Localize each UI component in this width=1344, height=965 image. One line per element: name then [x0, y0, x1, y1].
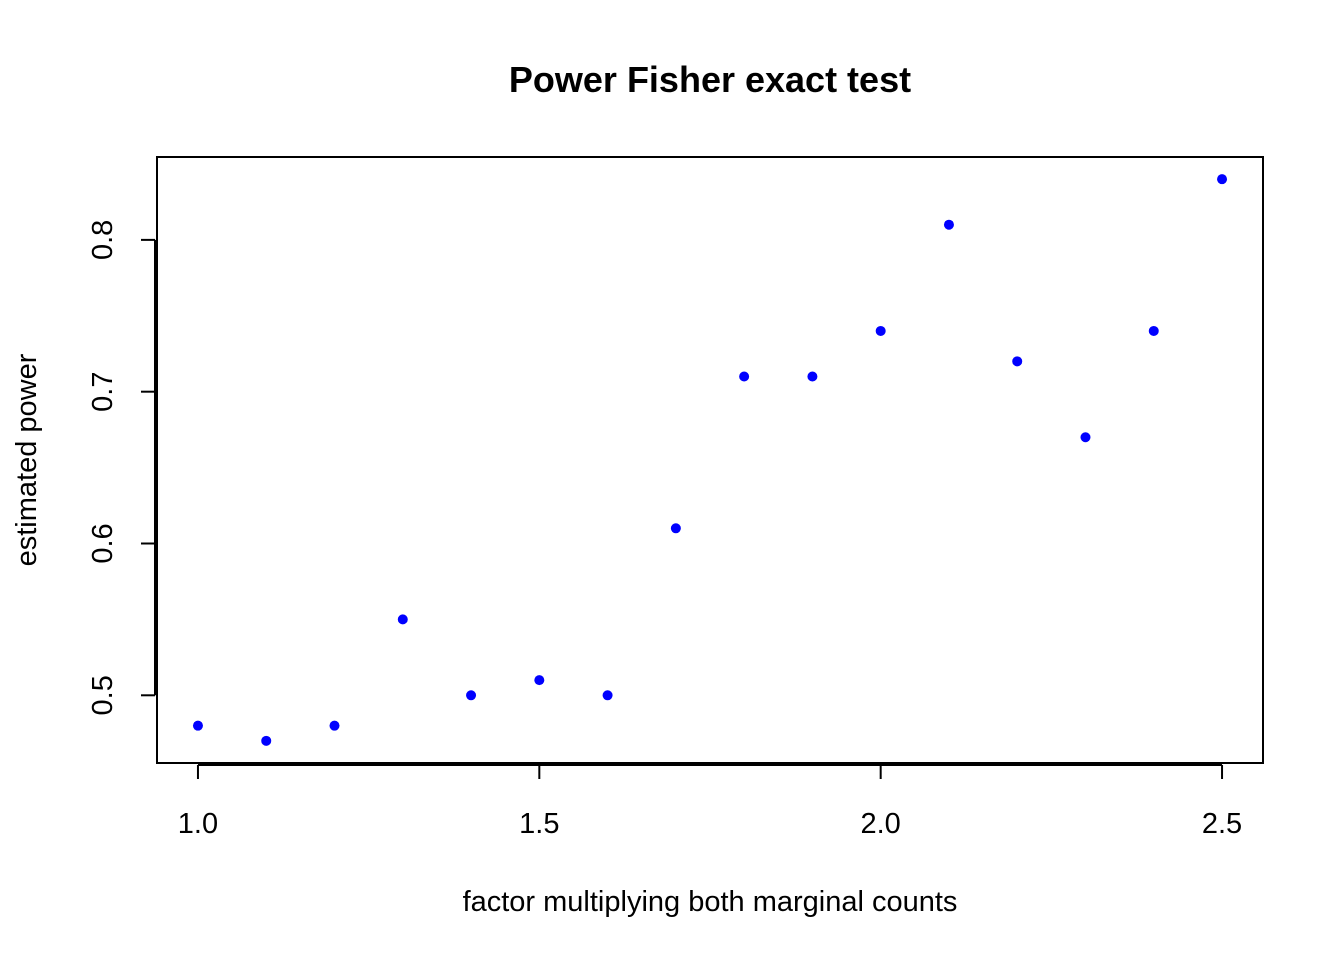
data-point — [1080, 432, 1091, 443]
data-point — [807, 371, 818, 382]
x-axis: 1.0 1.5 2.0 2.5 — [178, 764, 1242, 840]
y-axis-label: estimated power — [11, 353, 43, 566]
y-tick-label: 0.7 — [87, 372, 119, 412]
data-point — [670, 523, 681, 534]
data-point — [1012, 356, 1023, 367]
x-tick-label: 2.0 — [861, 808, 901, 840]
y-tick-label: 0.8 — [87, 220, 119, 260]
x-tick-label: 2.5 — [1202, 808, 1242, 840]
data-point — [1217, 174, 1228, 185]
data-point — [329, 720, 340, 731]
data-point — [397, 614, 408, 625]
data-point — [534, 675, 545, 686]
y-axis: 0.5 0.6 0.7 0.8 — [87, 220, 156, 715]
plot-frame — [156, 156, 1264, 764]
y-tick-label: 0.6 — [87, 523, 119, 563]
data-point — [875, 325, 886, 336]
data-point — [602, 690, 613, 701]
data-point — [466, 690, 477, 701]
data-point — [192, 720, 203, 731]
data-point — [739, 371, 750, 382]
data-point — [261, 735, 272, 746]
y-tick-label: 0.5 — [87, 675, 119, 715]
data-points — [192, 174, 1228, 746]
data-point — [1148, 325, 1159, 336]
x-tick-label: 1.0 — [178, 808, 218, 840]
data-point — [943, 219, 954, 230]
x-axis-label: factor multiplying both marginal counts — [463, 886, 958, 918]
chart-title: Power Fisher exact test — [509, 59, 911, 100]
x-tick-label: 1.5 — [519, 808, 559, 840]
